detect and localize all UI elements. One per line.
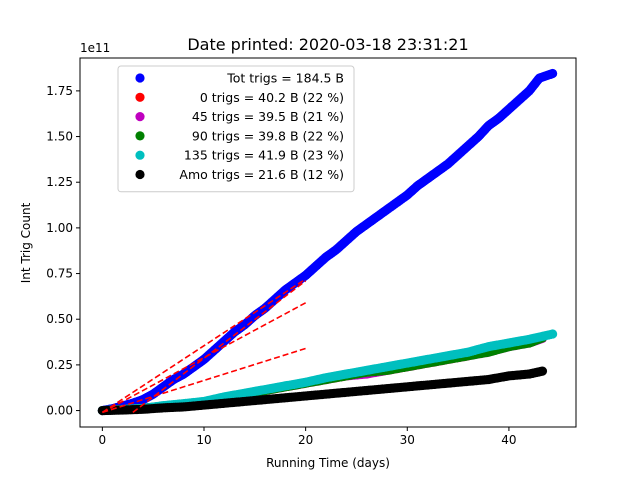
fit-lines	[101, 278, 307, 414]
y-tick-label: 1.50	[46, 130, 73, 144]
legend-box	[117, 65, 355, 193]
series-layer	[97, 68, 558, 416]
legend-entry: 135 trigs = 41.9 B (23 %)	[184, 148, 344, 163]
y-tick-label: 1.25	[46, 175, 73, 189]
fit-line	[132, 280, 307, 414]
legend-marker	[135, 92, 145, 102]
legend-marker	[135, 150, 145, 160]
legend-entry: 45 trigs = 39.5 B (21 %)	[192, 109, 344, 124]
y-tick-label: 0.25	[46, 358, 73, 372]
chart-title: Date printed: 2020-03-18 23:31:21	[187, 35, 468, 54]
data-point	[548, 329, 558, 339]
x-tick-label: 10	[196, 433, 211, 447]
legend-marker	[135, 169, 145, 180]
x-ticks: 0 10 20 30 40	[99, 427, 517, 447]
x-tick-label: 0	[99, 433, 107, 447]
legend-marker	[135, 112, 145, 122]
legend-marker	[135, 131, 145, 141]
x-axis-label: Running Time (days)	[266, 456, 390, 470]
y-tick-label: 1.00	[46, 221, 73, 235]
y-axis-label: Int Trig Count	[19, 202, 33, 283]
legend-entry: Tot trigs = 184.5 B	[226, 71, 344, 86]
y-tick-label: 0.50	[46, 312, 73, 326]
legend-marker	[135, 73, 145, 83]
legend-entry: 0 trigs = 40.2 B (22 %)	[200, 90, 344, 105]
series-5	[97, 366, 548, 416]
y-tick-label: 0.00	[46, 404, 73, 418]
axes-frame	[79, 57, 577, 428]
fit-line	[101, 302, 307, 414]
series-0	[97, 68, 558, 416]
y-offset-text: 1e11	[80, 41, 110, 55]
plot-area: 0 10 20 30 40 0.00 0.25 0.50 0.75 1.00 1.25 1.50 1.…	[46, 57, 577, 447]
y-tick-label: 1.75	[46, 84, 73, 98]
legend-entry: Amo trigs = 21.6 B (12 %)	[179, 167, 344, 182]
data-point	[548, 68, 558, 79]
y-tick-label: 0.75	[46, 267, 73, 281]
fit-line	[101, 278, 307, 414]
data-point	[537, 366, 548, 376]
x-tick-label: 20	[298, 433, 313, 447]
x-tick-label: 30	[400, 433, 415, 447]
x-tick-label: 40	[501, 433, 516, 447]
legend: Tot trigs = 184.5 B 0 trigs = 40.2 B (22 …	[117, 65, 355, 193]
y-ticks: 0.00 0.25 0.50 0.75 1.00 1.25 1.50 1.75	[46, 84, 80, 418]
legend-entry: 90 trigs = 39.8 B (22 %)	[192, 128, 344, 143]
